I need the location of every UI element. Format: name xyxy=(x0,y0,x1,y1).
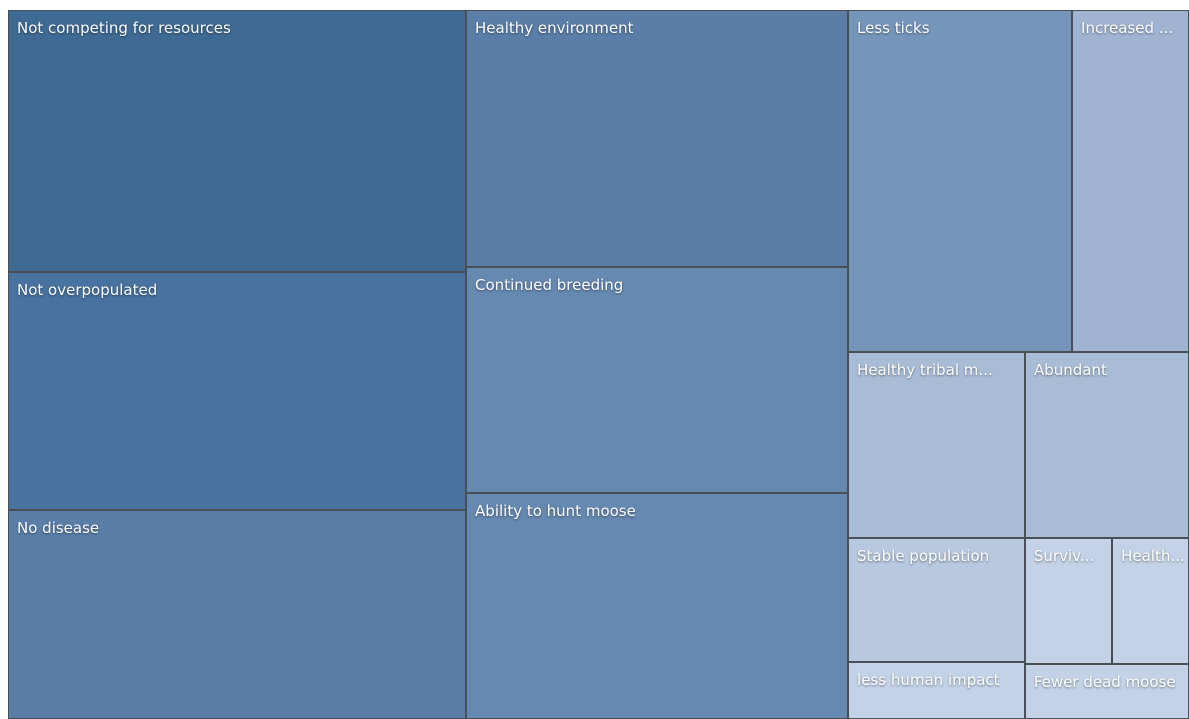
cell-label: Healthy tribal m... xyxy=(857,361,993,380)
cell-label: Not overpopulated xyxy=(17,281,158,300)
cell-label: Continued breeding xyxy=(475,276,624,295)
cell-label: Surviv... xyxy=(1033,547,1095,565)
cell-label: Not competing for resources xyxy=(17,19,231,37)
cell-label: Stable population xyxy=(857,547,990,565)
treemap-cell: Abundant xyxy=(1024,352,1189,538)
treemap-cell: Less ticks xyxy=(848,10,1073,353)
cell-label: Increased ... xyxy=(1081,19,1174,37)
cell-label: Ability to hunt moose xyxy=(475,502,636,521)
cell-label: Healthy environment xyxy=(475,19,634,37)
treemap-cell: Increased ... xyxy=(1072,10,1189,353)
treemap: Not competing for resources Not overpopul… xyxy=(8,10,1189,719)
treemap-cell: Health... xyxy=(1112,538,1189,665)
treemap-cell: Ability to hunt moose xyxy=(466,493,849,719)
cell-label: Abundant xyxy=(1033,361,1107,380)
treemap-cell: Not competing for resources xyxy=(8,10,467,273)
cell-label: Health... xyxy=(1121,547,1185,565)
cell-label: No disease xyxy=(17,519,100,538)
treemap-cell: No disease xyxy=(8,510,467,719)
treemap-cell: Healthy tribal m... xyxy=(848,352,1025,538)
treemap-cell: Continued breeding xyxy=(466,267,849,494)
cell-label: less human impact xyxy=(857,670,1000,689)
cell-label: Less ticks xyxy=(857,19,930,37)
treemap-cell: Fewer dead moose xyxy=(1024,664,1189,719)
cell-label: Fewer dead moose xyxy=(1033,673,1176,692)
treemap-cell: Healthy environment xyxy=(466,10,849,268)
treemap-cell: Surviv... xyxy=(1024,538,1113,665)
treemap-cell: Stable population xyxy=(848,538,1025,662)
treemap-cell: less human impact xyxy=(848,661,1025,719)
treemap-cell: Not overpopulated xyxy=(8,272,467,511)
